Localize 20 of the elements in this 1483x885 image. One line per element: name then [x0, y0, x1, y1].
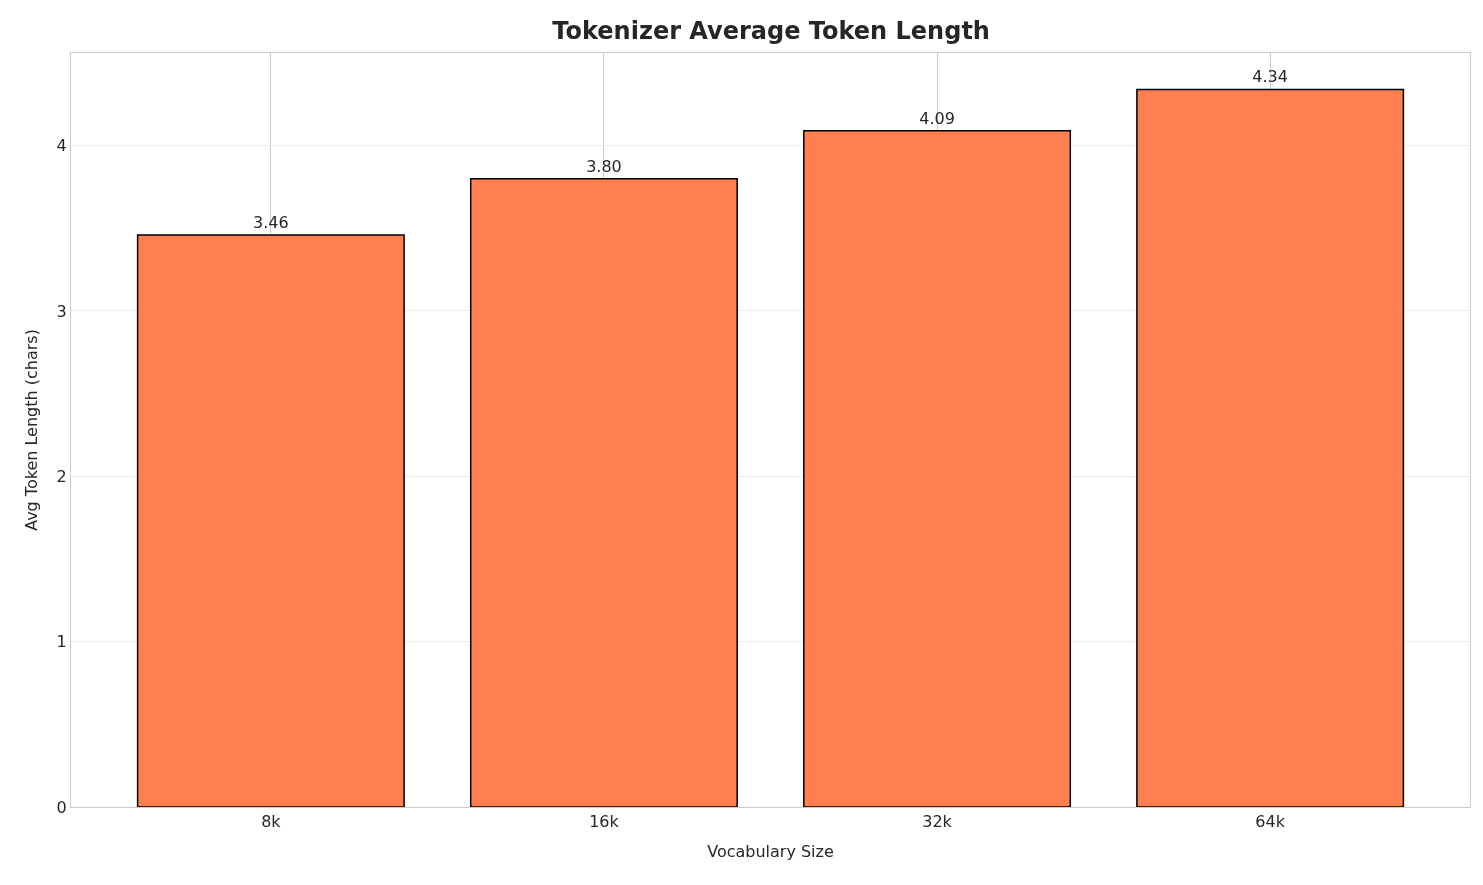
data-label: 4.09 [919, 108, 955, 128]
bar [803, 129, 1072, 807]
y-tick-label: 3 [56, 301, 67, 321]
x-tick-label: 16k [589, 812, 620, 832]
bar [1136, 88, 1405, 807]
y-tick-label: 0 [56, 797, 67, 817]
x-tick-label: 8k [261, 812, 282, 832]
bar [136, 234, 405, 807]
data-label: 3.46 [253, 212, 289, 232]
x-axis-title: Vocabulary Size [707, 841, 834, 861]
y-tick-label: 2 [56, 466, 67, 486]
y-axis-title: Avg Token Length (chars) [21, 329, 41, 531]
data-label: 3.80 [586, 156, 622, 176]
bar [469, 177, 738, 807]
data-label: 4.34 [1252, 67, 1288, 87]
y-tick-label: 4 [56, 136, 67, 156]
chart-title: Tokenizer Average Token Length [552, 17, 990, 46]
x-tick-label: 32k [922, 812, 953, 832]
y-tick-label: 1 [56, 632, 67, 652]
x-tick-label: 64k [1255, 812, 1286, 832]
